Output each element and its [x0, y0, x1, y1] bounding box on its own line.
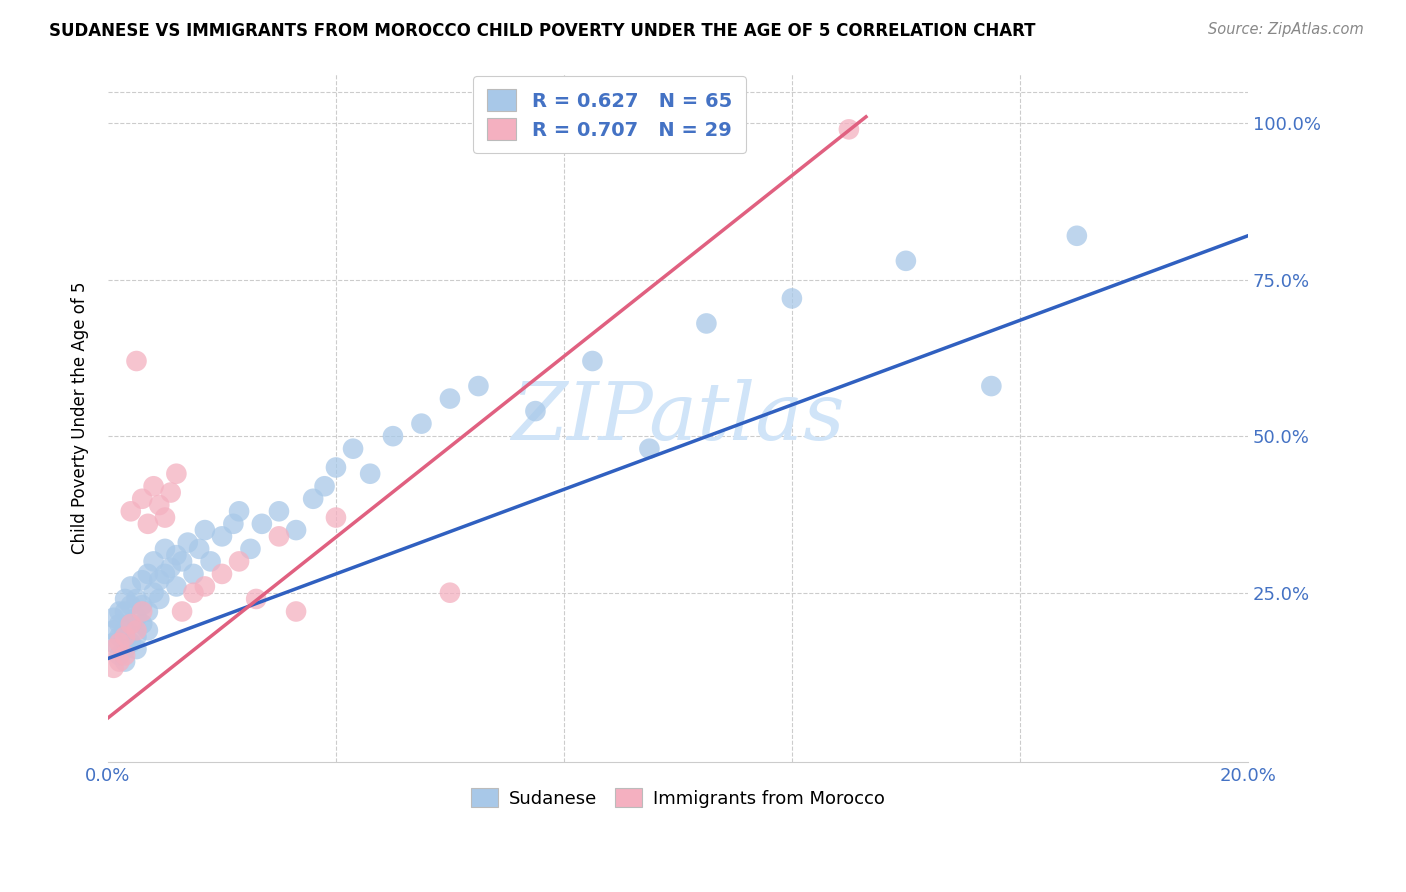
Point: [245, 591, 267, 606]
Point: [136, 516, 159, 531]
Point: [131, 491, 153, 506]
Point: [325, 510, 347, 524]
Point: [136, 624, 159, 638]
Point: [894, 253, 917, 268]
Point: [114, 605, 136, 619]
Point: [285, 523, 308, 537]
Point: [125, 591, 148, 606]
Point: [211, 566, 233, 581]
Point: [980, 379, 1002, 393]
Point: [381, 429, 404, 443]
Point: [120, 617, 142, 632]
Point: [159, 485, 181, 500]
Point: [780, 292, 803, 306]
Point: [172, 554, 194, 568]
Point: [200, 554, 222, 568]
Point: [114, 655, 136, 669]
Point: [136, 566, 159, 581]
Point: [120, 504, 142, 518]
Point: [1066, 228, 1088, 243]
Point: [239, 541, 262, 556]
Point: [125, 624, 148, 638]
Point: [439, 392, 461, 406]
Point: [638, 442, 661, 456]
Point: [153, 541, 176, 556]
Point: [267, 529, 290, 543]
Point: [142, 585, 165, 599]
Point: [165, 548, 187, 562]
Point: [148, 591, 170, 606]
Point: [114, 648, 136, 663]
Point: [136, 605, 159, 619]
Point: [114, 642, 136, 657]
Point: [114, 630, 136, 644]
Point: [108, 655, 131, 669]
Point: [359, 467, 381, 481]
Point: [302, 491, 325, 506]
Y-axis label: Child Poverty Under the Age of 5: Child Poverty Under the Age of 5: [72, 281, 89, 554]
Point: [103, 661, 125, 675]
Point: [131, 599, 153, 613]
Point: [159, 560, 181, 574]
Point: [194, 579, 217, 593]
Point: [108, 605, 131, 619]
Point: [103, 611, 125, 625]
Point: [314, 479, 336, 493]
Point: [131, 605, 153, 619]
Point: [228, 504, 250, 518]
Point: [211, 529, 233, 543]
Point: [342, 442, 364, 456]
Point: [177, 535, 200, 549]
Point: [153, 510, 176, 524]
Legend: Sudanese, Immigrants from Morocco: Sudanese, Immigrants from Morocco: [464, 780, 893, 814]
Point: [222, 516, 245, 531]
Point: [194, 523, 217, 537]
Point: [114, 591, 136, 606]
Point: [228, 554, 250, 568]
Point: [325, 460, 347, 475]
Point: [183, 585, 205, 599]
Point: [125, 642, 148, 657]
Point: [148, 498, 170, 512]
Point: [411, 417, 433, 431]
Point: [108, 648, 131, 663]
Point: [142, 479, 165, 493]
Point: [838, 122, 860, 136]
Point: [467, 379, 489, 393]
Text: SUDANESE VS IMMIGRANTS FROM MOROCCO CHILD POVERTY UNDER THE AGE OF 5 CORRELATION: SUDANESE VS IMMIGRANTS FROM MOROCCO CHIL…: [49, 22, 1036, 40]
Point: [183, 566, 205, 581]
Point: [285, 605, 308, 619]
Point: [153, 566, 176, 581]
Point: [120, 636, 142, 650]
Point: [125, 630, 148, 644]
Point: [131, 617, 153, 632]
Point: [103, 642, 125, 657]
Point: [114, 624, 136, 638]
Point: [165, 467, 187, 481]
Point: [125, 611, 148, 625]
Point: [120, 579, 142, 593]
Point: [108, 636, 131, 650]
Text: Source: ZipAtlas.com: Source: ZipAtlas.com: [1208, 22, 1364, 37]
Point: [131, 573, 153, 587]
Point: [695, 317, 717, 331]
Point: [524, 404, 547, 418]
Point: [188, 541, 211, 556]
Point: [439, 585, 461, 599]
Point: [108, 617, 131, 632]
Point: [250, 516, 273, 531]
Point: [103, 624, 125, 638]
Point: [581, 354, 603, 368]
Point: [165, 579, 187, 593]
Point: [120, 617, 142, 632]
Point: [148, 573, 170, 587]
Point: [172, 605, 194, 619]
Text: ZIPatlas: ZIPatlas: [512, 378, 845, 456]
Point: [142, 554, 165, 568]
Point: [103, 636, 125, 650]
Point: [120, 599, 142, 613]
Point: [267, 504, 290, 518]
Point: [125, 354, 148, 368]
Point: [108, 630, 131, 644]
